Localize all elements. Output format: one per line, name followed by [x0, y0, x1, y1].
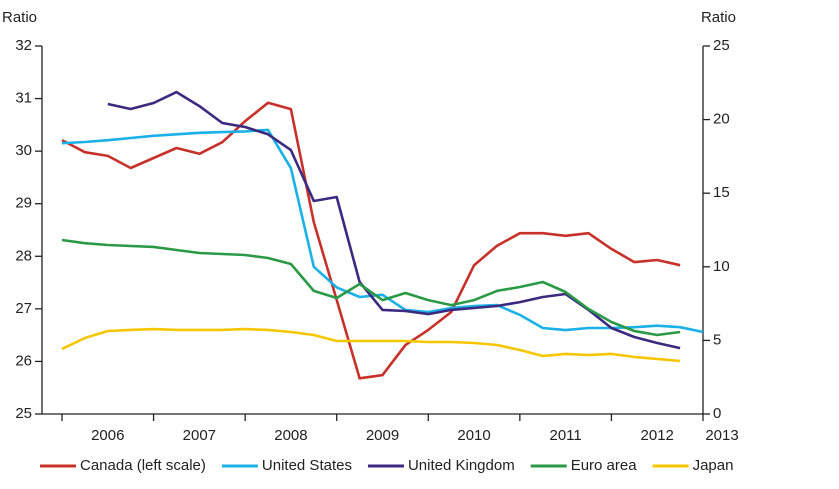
- series-line: [107, 90, 681, 350]
- y-tick-label: 29: [15, 195, 32, 212]
- legend-label: Japan: [693, 457, 734, 474]
- y2-tick-label: 5: [713, 331, 721, 348]
- y-tick-label: 31: [15, 90, 32, 107]
- legend-label: Canada (left scale): [80, 457, 206, 474]
- series-line: [61, 327, 681, 363]
- legend-label: United States: [262, 457, 352, 474]
- y-tick-label: 25: [15, 405, 32, 422]
- y2-axis-label: Ratio: [701, 9, 736, 26]
- y-tick-label: 27: [15, 300, 32, 317]
- y2-tick-label: 0: [713, 405, 721, 422]
- legend-label: United Kingdom: [408, 457, 515, 474]
- x-tick-label: 2006: [91, 427, 124, 444]
- y2-tick-label: 25: [713, 37, 730, 54]
- y-tick-label: 26: [15, 352, 32, 369]
- x-tick-label: 2011: [550, 427, 582, 444]
- y2-tick-label: 20: [713, 111, 730, 128]
- x-tick-label: 2013: [705, 427, 738, 444]
- series-line: [61, 101, 681, 380]
- legend-label: Euro area: [571, 457, 638, 474]
- x-tick-label: 2007: [183, 427, 216, 444]
- x-tick-label: 2010: [457, 427, 490, 444]
- y2-tick-label: 15: [713, 184, 730, 201]
- y-tick-label: 32: [15, 37, 32, 54]
- y2-tick-label: 10: [713, 258, 730, 275]
- y-tick-label: 28: [15, 247, 32, 264]
- series-line: [61, 128, 704, 334]
- x-tick-label: 2008: [274, 427, 307, 444]
- x-tick-label: 2009: [366, 427, 399, 444]
- y-axis-label: Ratio: [2, 9, 37, 26]
- x-tick-label: 2012: [641, 427, 674, 444]
- series-line: [61, 238, 681, 337]
- y-tick-label: 30: [15, 142, 32, 159]
